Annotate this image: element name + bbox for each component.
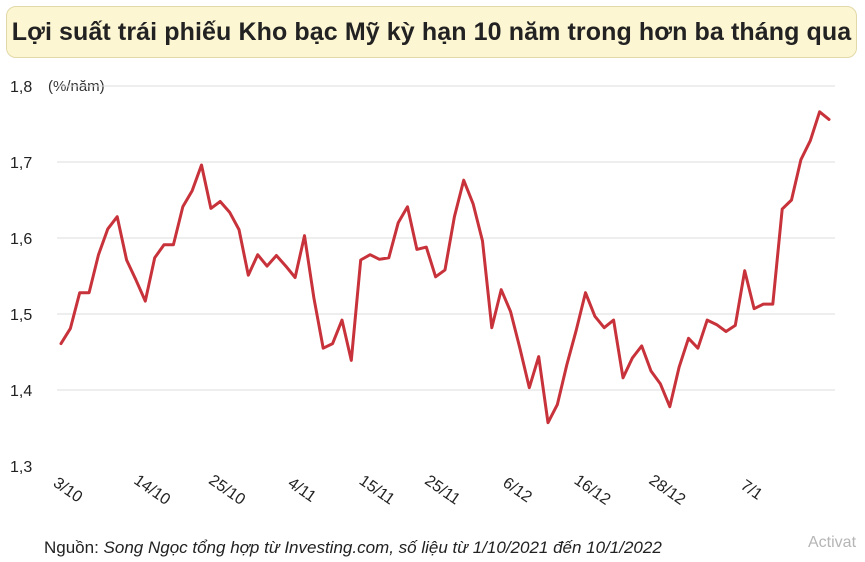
x-tick-label: 16/12	[571, 472, 614, 509]
y-tick-label: 1,7	[10, 155, 32, 172]
x-tick-label: 14/10	[131, 472, 174, 509]
y-tick-label: 1,6	[10, 231, 32, 248]
x-tick-label: 6/12	[500, 474, 535, 506]
x-tick-label: 15/11	[356, 472, 398, 508]
x-tick-label: 3/10	[50, 474, 85, 506]
x-tick-label: 4/11	[285, 475, 319, 506]
y-tick-label: 1,5	[10, 307, 32, 324]
series-line	[59, 110, 831, 425]
activation-watermark: Activat	[808, 534, 857, 551]
y-tick-label: 1,4	[10, 383, 32, 400]
x-tick-label: 28/12	[646, 472, 689, 509]
source-note: Nguồn: Song Ngọc tổng hợp từ Investing.c…	[44, 538, 662, 558]
x-tick-label: 7/1	[737, 477, 765, 504]
source-prefix: Nguồn:	[44, 538, 104, 557]
y-tick-label: 1,3	[10, 459, 32, 476]
source-text: Song Ngọc tổng hợp từ Investing.com, số …	[103, 538, 662, 557]
series-layer	[59, 110, 831, 425]
y-tick-label: 1,8	[10, 79, 32, 96]
x-tick-label: 25/11	[421, 472, 463, 508]
chart-title: Lợi suất trái phiếu Kho bạc Mỹ kỳ hạn 10…	[6, 6, 857, 58]
x-axis-ticks: 3/10 14/10 25/10 4/11 15/11 25/11 6/12 16/12 28/…	[50, 472, 765, 509]
y-axis-ticks: 1,3 1,4 1,5 1,6 1,7 1,8	[10, 79, 32, 476]
x-tick-label: 25/10	[206, 472, 249, 509]
gridlines	[57, 85, 835, 391]
